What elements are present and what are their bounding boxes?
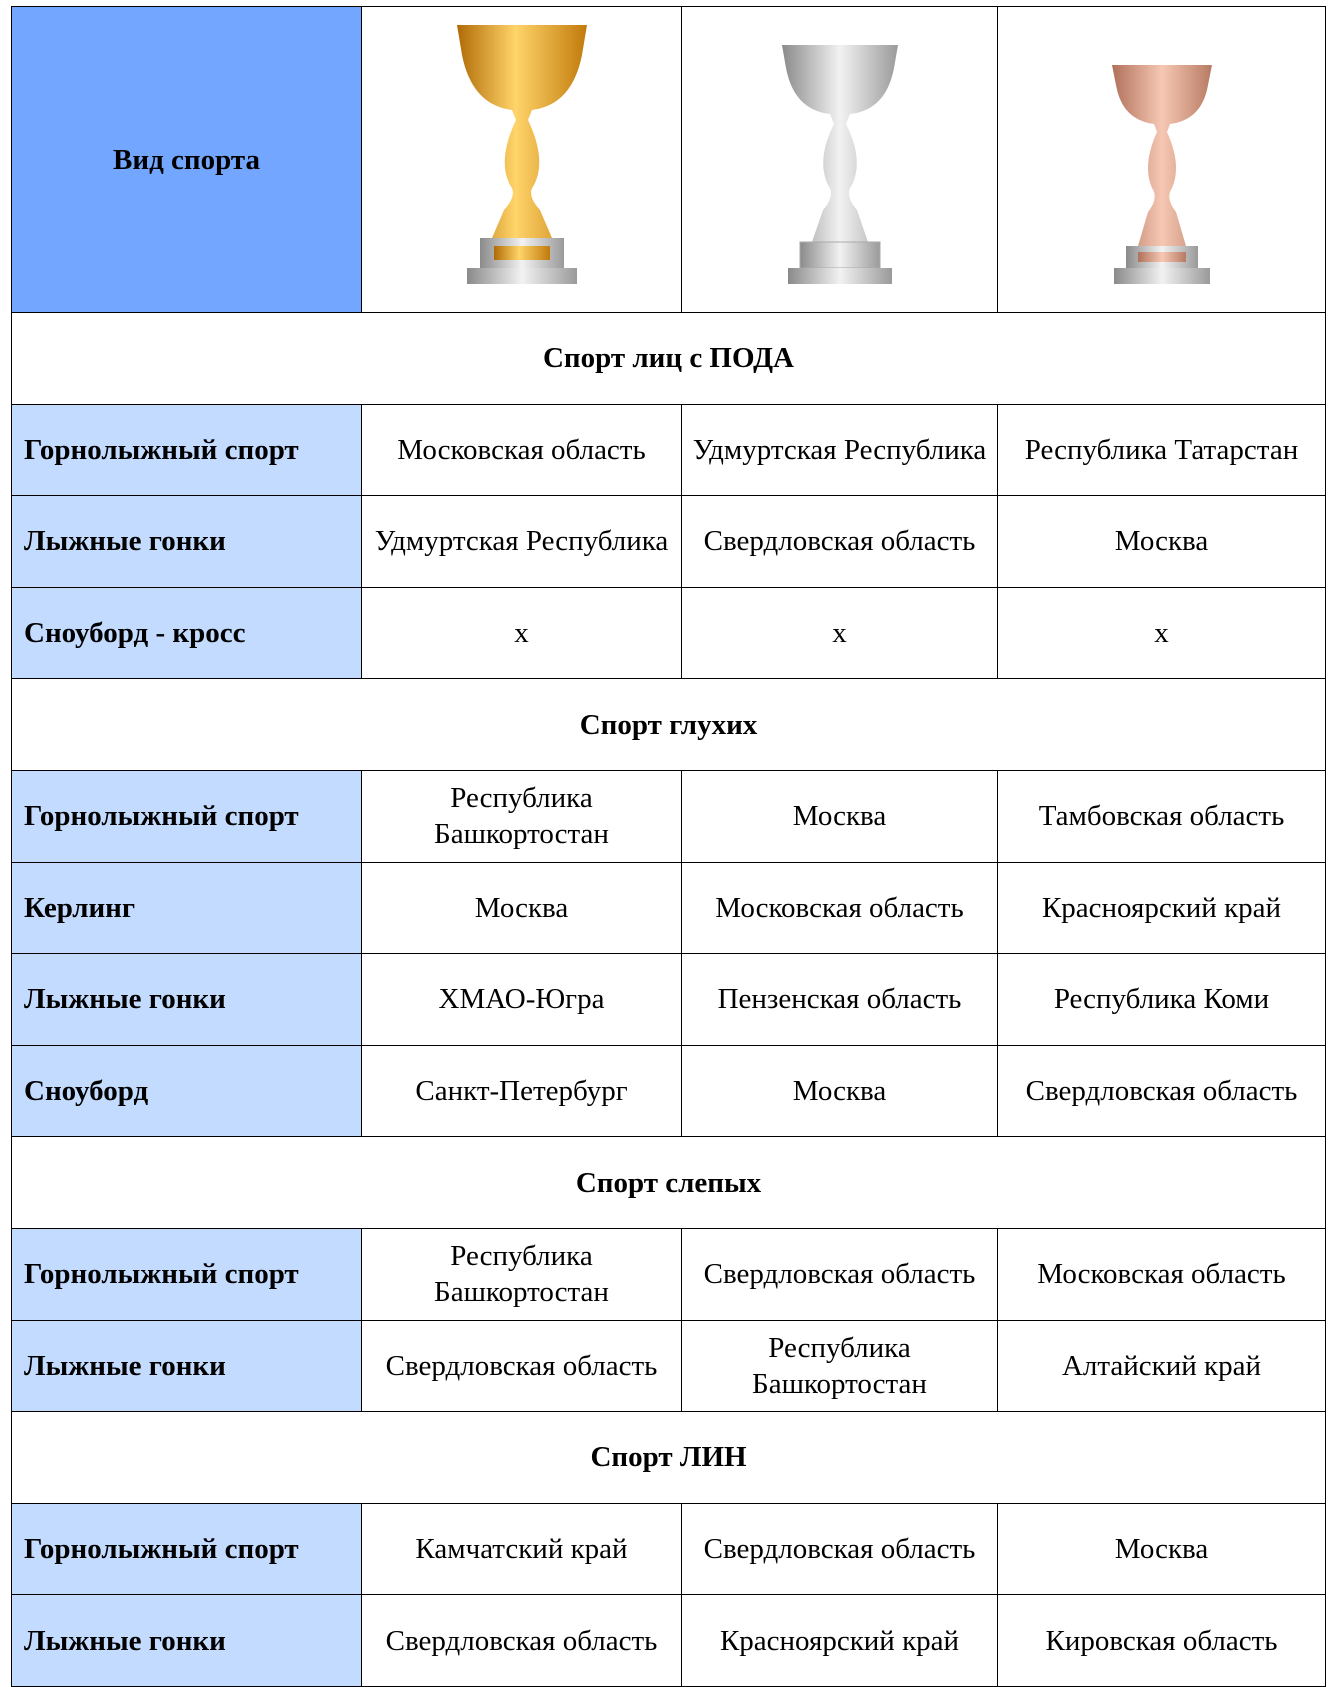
gold-region: Московская область — [361, 403, 682, 497]
section-title: Спорт слепых — [11, 1136, 1326, 1229]
section-title: Спорт глухих — [11, 678, 1326, 771]
gold-region: Республика Башкортостан — [361, 1227, 682, 1321]
gold-region: ХМАО-Югра — [361, 953, 682, 1046]
gold-cup — [456, 25, 587, 284]
section-title: Спорт лиц с ПОДА — [11, 312, 1326, 405]
bronze-region: Республика Коми — [997, 953, 1326, 1046]
result-row: Лыжные гонки Свердловская область Краснояр… — [11, 1594, 1326, 1687]
sport-name: Лыжные гонки — [11, 953, 362, 1046]
sport-name: Горнолыжный спорт — [11, 1502, 362, 1596]
section-row: Спорт лиц с ПОДА — [11, 312, 1326, 405]
section-title: Спорт ЛИН — [11, 1411, 1326, 1504]
bronze-cup — [1111, 65, 1212, 284]
bronze-region: Республика Татарстан — [997, 403, 1326, 497]
bronze-region: Москва — [997, 495, 1326, 588]
sport-name: Сноуборд — [11, 1044, 362, 1138]
gold-region: Свердловская область — [361, 1594, 682, 1687]
result-row: Горнолыжный спорт Республика Башкортостан… — [11, 1227, 1326, 1321]
section-row: Спорт слепых — [11, 1136, 1326, 1229]
gold-cup-cell — [361, 6, 682, 313]
silver-cup — [781, 45, 898, 284]
result-row: Горнолыжный спорт Московская область Удмур… — [11, 403, 1326, 497]
result-row: Сноуборд Санкт-Петербург Москва Свердловска… — [11, 1044, 1326, 1138]
silver-region: Пензенская область — [681, 953, 998, 1046]
sport-name: Сноуборд - кросс — [11, 586, 362, 680]
gold-region: х — [361, 586, 682, 680]
silver-region: Москва — [681, 769, 998, 863]
result-row: Лыжные гонки Удмуртская Республика Свердло… — [11, 495, 1326, 588]
result-row: Горнолыжный спорт Камчатский край Свердлов… — [11, 1502, 1326, 1596]
bronze-region: Тамбовская область — [997, 769, 1326, 863]
bronze-region: Красноярский край — [997, 861, 1326, 955]
silver-region: Красноярский край — [681, 1594, 998, 1687]
header-row: Вид спорта — [11, 6, 1326, 313]
sport-name: Горнолыжный спорт — [11, 1227, 362, 1321]
bronze-cup-cell — [997, 6, 1326, 313]
section-row: Спорт ЛИН — [11, 1411, 1326, 1504]
sport-header: Вид спорта — [11, 6, 362, 313]
result-row: Лыжные гонки Свердловская область Республи… — [11, 1319, 1326, 1413]
silver-region: Московская область — [681, 861, 998, 955]
medal-table: Вид спорта Спорт лиц с ПОДА Горнолыжный с… — [11, 6, 1326, 1687]
silver-region: х — [681, 586, 998, 680]
sport-name: Лыжные гонки — [11, 1594, 362, 1687]
result-row: Лыжные гонки ХМАО-Югра Пензенская область Р… — [11, 953, 1326, 1046]
sport-name: Горнолыжный спорт — [11, 769, 362, 863]
sport-name: Лыжные гонки — [11, 495, 362, 588]
gold-region: Москва — [361, 861, 682, 955]
gold-region: Свердловская область — [361, 1319, 682, 1413]
sport-name: Лыжные гонки — [11, 1319, 362, 1413]
section-row: Спорт глухих — [11, 678, 1326, 771]
bronze-region: Москва — [997, 1502, 1326, 1596]
bronze-region: Кировская область — [997, 1594, 1326, 1687]
silver-region: Свердловская область — [681, 495, 998, 588]
silver-cup-cell — [681, 6, 998, 313]
silver-region: Свердловская область — [681, 1227, 998, 1321]
sport-name: Горнолыжный спорт — [11, 403, 362, 497]
gold-region: Санкт-Петербург — [361, 1044, 682, 1138]
bronze-region: Московская область — [997, 1227, 1326, 1321]
gold-region: Камчатский край — [361, 1502, 682, 1596]
silver-region: Москва — [681, 1044, 998, 1138]
silver-region: Республика Башкортостан — [681, 1319, 998, 1413]
gold-region: Республика Башкортостан — [361, 769, 682, 863]
bronze-region: Свердловская область — [997, 1044, 1326, 1138]
bronze-region: Алтайский край — [997, 1319, 1326, 1413]
silver-region: Удмуртская Республика — [681, 403, 998, 497]
sport-name: Керлинг — [11, 861, 362, 955]
bronze-region: х — [997, 586, 1326, 680]
result-row: Керлинг Москва Московская область Красноярс… — [11, 861, 1326, 955]
gold-region: Удмуртская Республика — [361, 495, 682, 588]
result-row: Сноуборд - кросс х х х — [11, 586, 1326, 680]
result-row: Горнолыжный спорт Республика Башкортостан… — [11, 769, 1326, 863]
silver-region: Свердловская область — [681, 1502, 998, 1596]
